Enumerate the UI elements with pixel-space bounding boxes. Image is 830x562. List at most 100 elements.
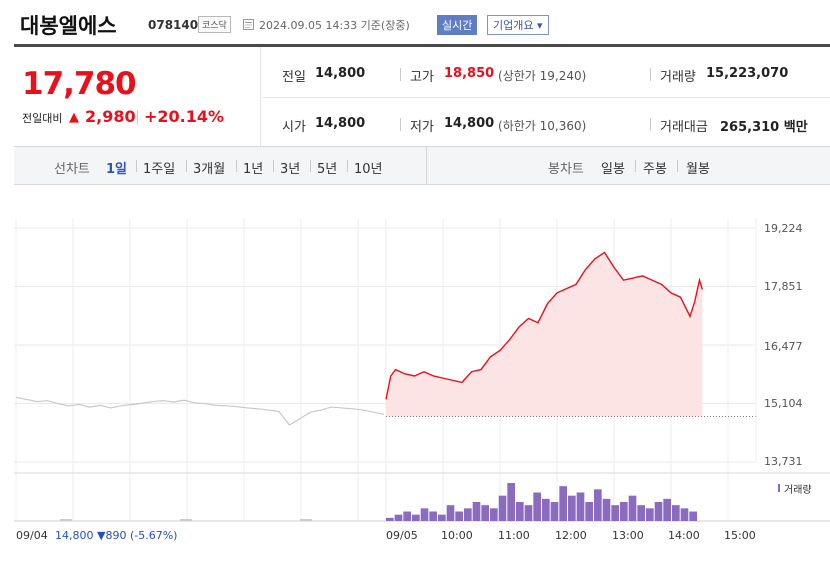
divider <box>347 160 348 172</box>
volume-bar <box>680 508 689 521</box>
volume-bar <box>481 505 489 521</box>
x-tick-label: 14:00 <box>668 529 700 542</box>
price-summary-box <box>14 47 261 147</box>
tab-1year[interactable]: 1년 <box>243 162 264 177</box>
clock-icon <box>243 19 254 30</box>
volume-bar <box>689 511 697 521</box>
volume-label: 거래량 <box>660 70 696 85</box>
change-value: 2,980 <box>85 107 136 126</box>
divider <box>650 118 651 131</box>
amount-number: 265,310 <box>720 120 780 135</box>
y-tick-label: 15,104 <box>764 397 803 410</box>
tab-5year[interactable]: 5년 <box>317 162 338 177</box>
volume-bar <box>542 498 550 521</box>
y-tick-label: 17,851 <box>764 280 803 293</box>
high-value: 18,850 <box>444 66 495 81</box>
timestamp: 2024.09.05 14:33 기준(장중) <box>259 19 410 32</box>
x-tick-label: 10:00 <box>441 529 473 542</box>
previous-day-series <box>15 396 385 426</box>
divider <box>400 118 401 131</box>
prev-close-value: 14,800 <box>315 66 366 81</box>
volume-bar <box>412 514 420 521</box>
volume-bar <box>300 519 312 521</box>
volume-bar <box>394 514 403 521</box>
prev-close-label: 전일 <box>282 70 306 85</box>
previous-close-summary: 14,800 ▼890 (-5.67%) <box>55 529 177 542</box>
volume-bar <box>568 495 576 521</box>
volume-bar <box>628 495 637 521</box>
up-arrow-icon: ▲ <box>69 110 79 125</box>
amount-unit: 백만 <box>783 120 808 135</box>
candle-chart-label: 봉차트 <box>548 162 584 177</box>
today-price-line <box>385 251 704 400</box>
tab-3year[interactable]: 3년 <box>280 162 301 177</box>
volume-bar <box>429 511 437 521</box>
volume-bar <box>663 498 671 521</box>
volume-bar <box>576 492 585 521</box>
high-label: 고가 <box>410 70 434 85</box>
tab-weekly[interactable]: 주봉 <box>643 162 667 177</box>
volume-bar <box>559 486 567 521</box>
volume-bar <box>585 502 593 521</box>
down-arrow-icon: ▼ <box>97 529 106 542</box>
today-area-fill <box>386 252 703 417</box>
divider <box>310 160 311 172</box>
volume-bar <box>438 514 446 521</box>
company-overview-button[interactable]: 기업개요 ▾ <box>487 15 549 35</box>
chart-period-tabbar <box>14 147 830 185</box>
volume-bar <box>490 508 498 521</box>
amount-value: 265,310 백만 <box>720 116 808 135</box>
volume-bar <box>637 505 645 521</box>
volume-bar <box>472 502 481 521</box>
volume-bar <box>594 489 602 521</box>
previous-day-line <box>15 396 385 426</box>
divider <box>186 160 187 172</box>
header-divider <box>14 44 830 47</box>
y-tick-label: 13,731 <box>764 455 803 468</box>
open-value: 14,800 <box>315 116 366 131</box>
divider <box>236 160 237 172</box>
volume-bar <box>498 495 507 521</box>
line-chart-label: 선차트 <box>54 162 90 177</box>
volume-bar <box>646 508 654 521</box>
volume-value: 15,223,070 <box>706 66 789 81</box>
volume-bar <box>464 508 472 521</box>
tab-daily[interactable]: 일봉 <box>601 162 625 177</box>
previous-change-rate: (-5.67%) <box>129 529 178 542</box>
tab-1week[interactable]: 1주일 <box>143 162 176 177</box>
divider <box>137 110 138 124</box>
stock-code: 078140 <box>148 18 199 32</box>
divider <box>677 160 678 172</box>
volume-bar <box>533 492 541 521</box>
volume-bar <box>507 483 515 521</box>
current-price: 17,780 <box>22 66 137 102</box>
volume-bar <box>672 505 680 521</box>
upper-limit: (상한가 19,240) <box>498 69 587 83</box>
volume-bar <box>620 502 628 521</box>
previous-close: 14,800 <box>55 529 94 542</box>
tab-monthly[interactable]: 월봉 <box>686 162 710 177</box>
tab-3month[interactable]: 3개월 <box>193 162 226 177</box>
x-tick-label: 11:00 <box>498 529 530 542</box>
change-label: 전일대비 <box>22 112 63 125</box>
lower-limit: (하한가 10,360) <box>498 119 587 133</box>
divider <box>650 68 651 81</box>
x-tick-label: 15:00 <box>724 529 756 542</box>
amount-label: 거래대금 <box>660 120 708 135</box>
stock-name: 대봉엘에스 <box>20 14 117 38</box>
today-series <box>385 251 756 417</box>
previous-date-label: 09/04 <box>16 529 48 542</box>
tab-1day[interactable]: 1일 <box>106 162 128 177</box>
volume-bar <box>180 519 192 521</box>
realtime-badge[interactable]: 실시간 <box>437 15 478 35</box>
volume-bar <box>611 505 619 521</box>
volume-bars <box>14 472 830 522</box>
lower-limit-value: 10,360 <box>539 119 582 133</box>
upper-limit-value: 19,240 <box>539 69 582 83</box>
x-tick-label: 13:00 <box>612 529 644 542</box>
open-label: 시가 <box>282 120 306 135</box>
tab-10year[interactable]: 10년 <box>354 162 383 177</box>
divider <box>426 147 427 184</box>
volume-legend-swatch <box>778 484 780 492</box>
